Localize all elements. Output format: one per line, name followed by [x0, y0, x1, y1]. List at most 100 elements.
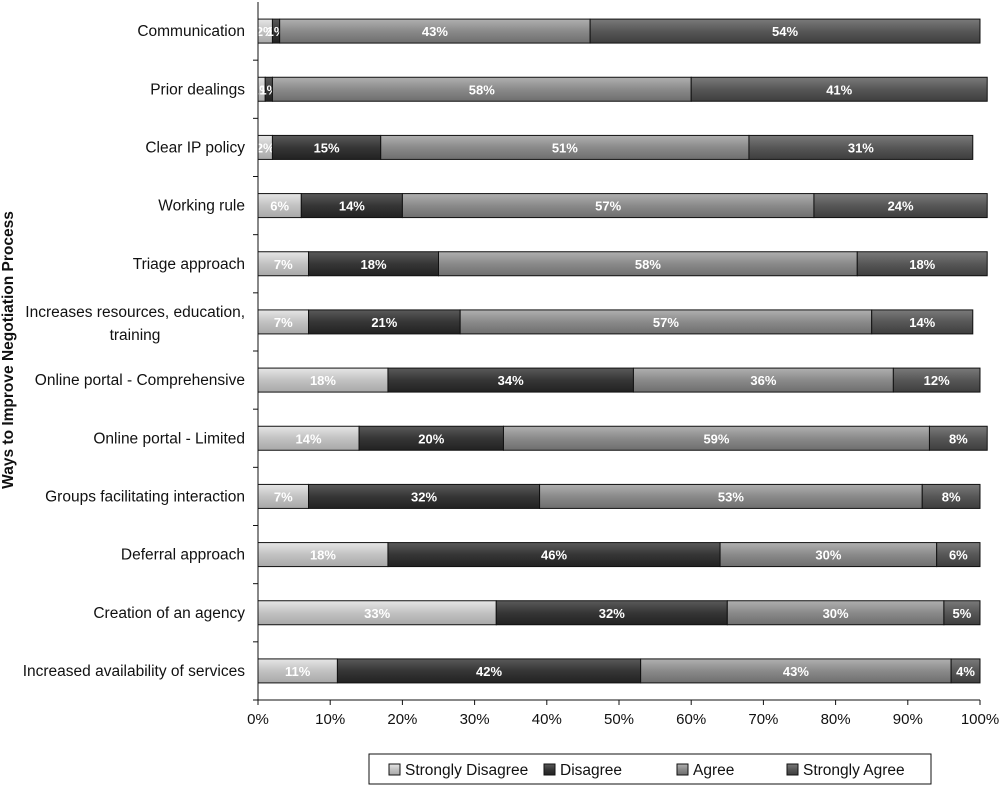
data-label: 14% [296, 431, 322, 446]
bar-segment [726, 600, 945, 626]
x-tick-label: 80% [821, 711, 851, 728]
x-tick-label: 70% [748, 711, 778, 728]
data-label: 34% [498, 373, 524, 388]
data-label: 2% [256, 24, 275, 39]
x-tick-label: 30% [460, 711, 490, 728]
data-label: 12% [924, 373, 950, 388]
x-tick-label: 40% [532, 711, 562, 728]
bar-segment [589, 18, 981, 44]
data-label: 6% [949, 548, 968, 563]
bar-segment [308, 483, 541, 509]
bar-segment [943, 600, 981, 626]
bar-segment [308, 251, 440, 277]
bar-segment [257, 658, 338, 684]
data-label: 57% [653, 315, 679, 330]
legend-label: Agree [693, 762, 734, 779]
bar-segment [495, 600, 728, 626]
legend-label: Strongly Disagree [405, 762, 528, 779]
data-label: 8% [949, 431, 968, 446]
axes-group [253, 2, 981, 705]
category-label: Online portal - Comprehensive [35, 372, 245, 389]
category-label: Creation of an agency [93, 605, 245, 622]
legend-swatch [388, 763, 401, 776]
data-label: 43% [783, 664, 809, 679]
data-label: 18% [310, 373, 336, 388]
bar-segment [257, 542, 389, 568]
bar-segment [257, 483, 310, 509]
bar-segment [271, 134, 382, 160]
data-label: 6% [270, 199, 289, 214]
data-label: 33% [364, 606, 390, 621]
bar-segment [336, 658, 642, 684]
data-label: 43% [422, 24, 448, 39]
data-label: 24% [888, 199, 914, 214]
data-label: 41% [826, 82, 852, 97]
data-label: 42% [476, 664, 502, 679]
x-tick-label: 60% [676, 711, 706, 728]
category-label: Prior dealings [150, 81, 245, 98]
bar-segment [748, 134, 974, 160]
data-label: 36% [750, 373, 776, 388]
category-label: Triage approach [133, 256, 245, 273]
bar-segment [936, 542, 981, 568]
bar-segment [438, 251, 858, 277]
bar-segment [279, 18, 591, 44]
data-label: 54% [772, 24, 798, 39]
data-label: 20% [418, 431, 444, 446]
x-tick-label: 20% [387, 711, 417, 728]
legend-swatch [676, 763, 689, 776]
data-label: 14% [339, 199, 365, 214]
data-label: 14% [909, 315, 935, 330]
bar-segment [632, 367, 894, 393]
x-tick-label: 100% [961, 711, 999, 728]
data-label: 58% [635, 257, 661, 272]
data-label: 18% [361, 257, 387, 272]
y-axis-title: Ways to Improve Negotiation Process [0, 211, 17, 489]
category-label: Increases resources, education, training [25, 304, 245, 344]
data-label: 7% [274, 489, 293, 504]
data-label: 31% [848, 140, 874, 155]
category-label: Groups facilitating interaction [45, 488, 245, 505]
bar-segment [856, 251, 988, 277]
bar-segment [719, 542, 938, 568]
data-label: 46% [541, 548, 567, 563]
category-label: Working rule [158, 198, 245, 215]
x-tick-labels: 0% 10% 20% 30% 40% 50% 60% 70% 80% 90% 100% [247, 711, 999, 728]
data-label: 30% [815, 548, 841, 563]
legend-swatch [543, 763, 556, 776]
bar-segment [928, 425, 988, 451]
data-label: 8% [942, 489, 961, 504]
data-label: 32% [411, 489, 437, 504]
bars-group: 2%1% 43% 54%1%1% 58% 41%2% 15% 51% 31%6% 14% 57% 2… [252, 18, 988, 684]
legend-box [368, 753, 932, 785]
data-label: 18% [909, 257, 935, 272]
data-label: 7% [274, 315, 293, 330]
data-label: 11% [285, 664, 311, 679]
x-tick-label: 50% [604, 711, 634, 728]
legend-label: Strongly Agree [803, 762, 905, 779]
bar-segment [401, 193, 815, 219]
x-tick-label: 0% [247, 711, 269, 728]
category-label: Online portal - Limited [93, 430, 245, 447]
bar-segment [271, 76, 692, 102]
bar-segment [921, 483, 981, 509]
bar-segment [257, 367, 389, 393]
category-label: Communication [137, 23, 245, 40]
data-label: 5% [953, 606, 972, 621]
data-label: 2% [256, 140, 275, 155]
data-label: 15% [314, 140, 340, 155]
data-label: 32% [599, 606, 625, 621]
bar-segment [502, 425, 930, 451]
bar-segment [813, 193, 988, 219]
data-label: 57% [595, 199, 621, 214]
data-label: 30% [823, 606, 849, 621]
data-label: 21% [371, 315, 397, 330]
x-tick-label: 10% [315, 711, 345, 728]
data-label: 18% [310, 548, 336, 563]
bar-segment [308, 309, 461, 335]
bar-segment [892, 367, 981, 393]
bar-segment [380, 134, 750, 160]
bar-segment [459, 309, 873, 335]
bar-segment [640, 658, 952, 684]
